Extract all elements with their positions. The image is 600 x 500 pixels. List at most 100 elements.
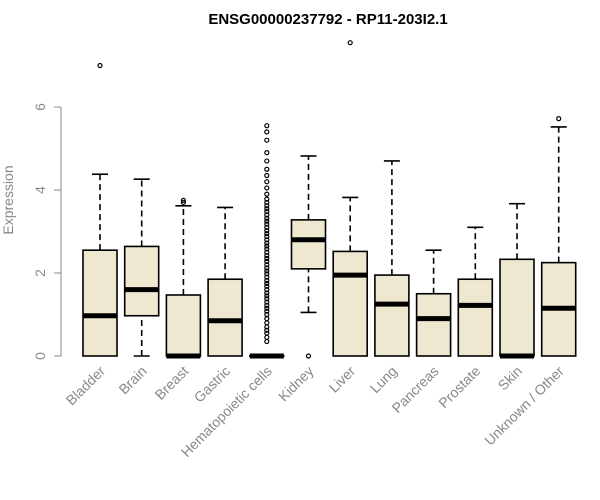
outlier-point xyxy=(264,271,270,277)
outlier-point xyxy=(264,224,270,230)
box-group xyxy=(374,160,410,357)
outlier-point xyxy=(264,246,270,252)
box-group xyxy=(123,178,160,357)
box-iqr xyxy=(499,258,535,357)
plot-area xyxy=(82,40,577,359)
outlier-point xyxy=(264,221,270,227)
box-iqr xyxy=(123,245,160,317)
x-tick-label: Skin xyxy=(495,363,526,394)
box-iqr xyxy=(457,278,494,357)
outlier-point xyxy=(264,199,270,206)
box-group xyxy=(249,123,285,359)
outlier-point xyxy=(264,185,270,191)
outlier-point xyxy=(264,150,270,156)
outlier-point xyxy=(264,338,270,345)
outlier-point xyxy=(264,290,270,296)
outlier-point xyxy=(180,199,186,206)
outlier-point xyxy=(305,353,312,359)
box-iqr xyxy=(374,274,410,357)
box-group xyxy=(499,202,535,359)
outlier-point xyxy=(264,265,270,271)
outlier-point xyxy=(264,208,270,215)
outlier-point xyxy=(264,129,270,135)
outlier-point xyxy=(347,40,353,46)
box-group xyxy=(457,226,494,357)
box-group xyxy=(165,197,202,359)
box-group xyxy=(415,249,452,357)
outlier-point xyxy=(264,203,270,209)
outlier-point xyxy=(264,293,270,299)
outlier-point xyxy=(264,179,270,185)
x-tick-label: Bladder xyxy=(63,363,109,409)
outlier-point xyxy=(264,262,270,268)
y-tick-label: 0 xyxy=(32,352,48,360)
outlier-point xyxy=(264,240,270,246)
outlier-point xyxy=(264,212,270,218)
outlier-point xyxy=(264,158,270,164)
outlier-point xyxy=(264,123,270,129)
outlier-point xyxy=(264,296,270,302)
outlier-point xyxy=(556,116,562,122)
x-tick-label: Kidney xyxy=(275,363,317,405)
outlier-point xyxy=(264,334,270,340)
outlier-point xyxy=(264,274,270,280)
outlier-point xyxy=(264,280,270,286)
outlier-point xyxy=(264,308,270,314)
outlier-point xyxy=(264,305,270,311)
box-iqr xyxy=(415,292,452,357)
outlier-point xyxy=(264,283,270,289)
outlier-point xyxy=(264,228,270,234)
box-iqr xyxy=(207,278,243,357)
outlier-point xyxy=(264,243,270,249)
box-group xyxy=(82,62,118,357)
x-tick-label: Prostate xyxy=(435,363,483,411)
outlier-point xyxy=(264,215,270,221)
outlier-point xyxy=(264,196,270,202)
outlier-point xyxy=(264,327,270,333)
outlier-point xyxy=(264,320,270,326)
x-tick-label: Breast xyxy=(152,363,192,403)
outlier-point xyxy=(264,249,270,255)
outlier-point xyxy=(264,230,270,237)
y-axis-label: Expression xyxy=(0,165,16,234)
outlier-point xyxy=(180,197,186,203)
outlier-point xyxy=(97,62,103,69)
y-tick-label: 4 xyxy=(32,186,48,194)
outlier-point xyxy=(264,233,270,240)
box-group xyxy=(540,116,577,357)
outlier-point xyxy=(264,206,270,212)
box-group xyxy=(207,206,243,357)
outlier-point xyxy=(264,255,270,262)
outlier-point xyxy=(264,237,270,243)
x-tick-label: Lung xyxy=(367,363,400,396)
outlier-point xyxy=(264,287,270,293)
outlier-point xyxy=(264,172,270,179)
outlier-point xyxy=(264,316,270,322)
outlier-point xyxy=(264,258,270,264)
box-iqr xyxy=(332,250,369,357)
chart-title: ENSG00000237792 - RP11-203I2.1 xyxy=(208,11,447,28)
box-iqr xyxy=(290,219,327,270)
outlier-point xyxy=(264,277,270,284)
box-group xyxy=(332,40,369,357)
outlier-point xyxy=(264,137,270,143)
outlier-point xyxy=(264,302,270,308)
outlier-point xyxy=(264,330,270,336)
outlier-point xyxy=(264,268,270,274)
box-iqr xyxy=(82,249,118,357)
outlier-point xyxy=(264,166,270,172)
outlier-point xyxy=(264,299,270,305)
y-tick-label: 6 xyxy=(32,103,48,111)
box-group xyxy=(290,155,327,359)
x-tick-label: Unknown / Other xyxy=(481,363,567,449)
outlier-point xyxy=(264,252,270,259)
y-tick-label: 2 xyxy=(32,269,48,277)
outlier-point xyxy=(264,191,270,197)
outlier-point xyxy=(264,311,270,318)
x-tick-label: Liver xyxy=(326,363,359,396)
y-axis: 0 2 4 6 xyxy=(32,103,62,360)
x-tick-label: Brain xyxy=(115,363,149,397)
box-iqr xyxy=(165,294,202,357)
